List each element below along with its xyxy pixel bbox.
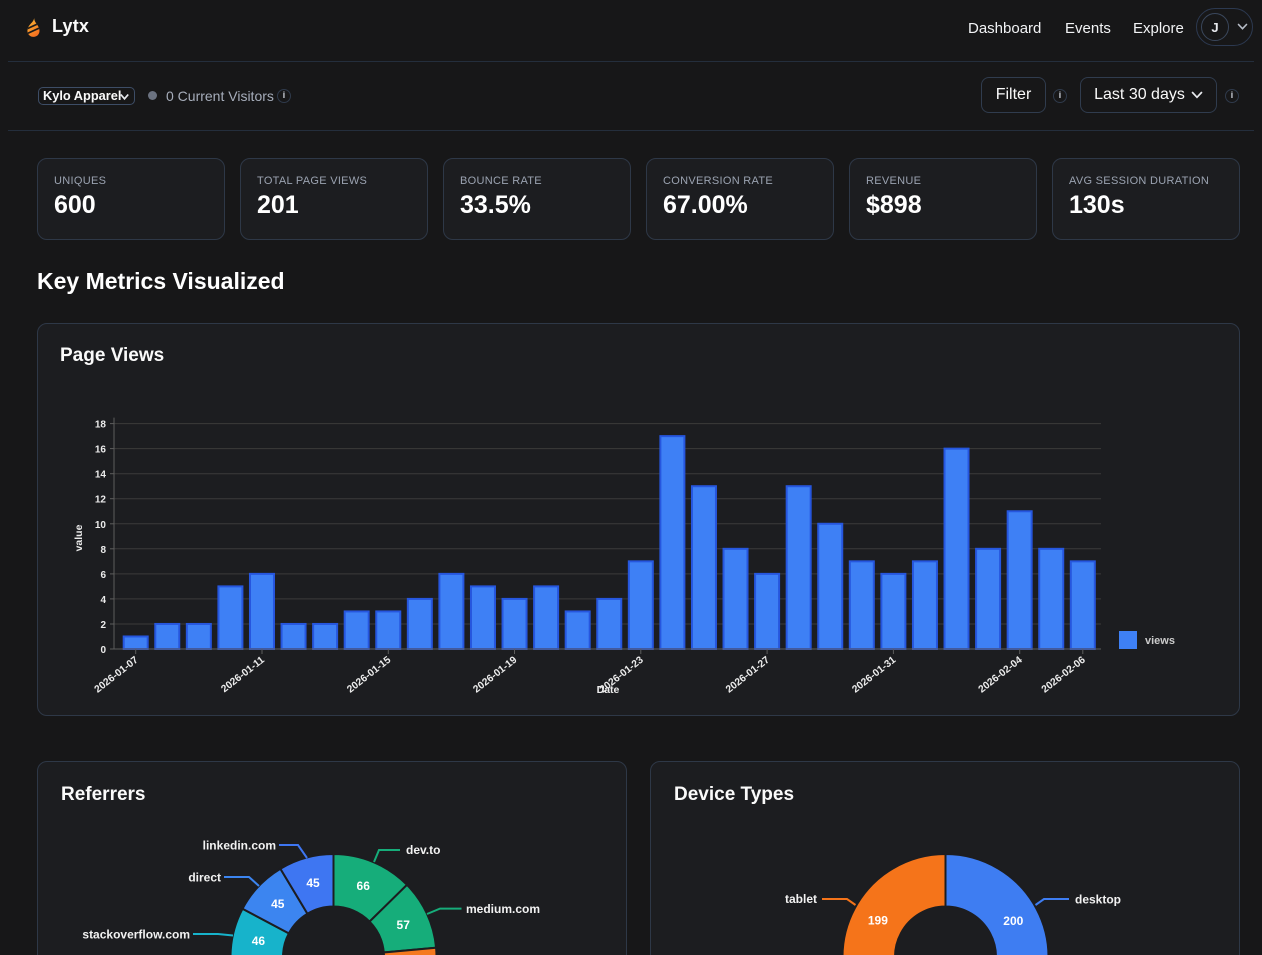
svg-text:Date: Date (597, 684, 620, 696)
svg-text:12: 12 (95, 495, 107, 506)
svg-text:views: views (1145, 635, 1175, 647)
svg-text:45: 45 (271, 897, 285, 911)
svg-text:tablet: tablet (785, 892, 817, 906)
svg-text:14: 14 (95, 470, 107, 481)
svg-text:stackoverflow.com: stackoverflow.com (82, 927, 190, 941)
svg-text:45: 45 (306, 876, 320, 890)
svg-text:2026-01-15: 2026-01-15 (345, 654, 393, 695)
svg-text:0: 0 (100, 645, 106, 656)
svg-text:8: 8 (100, 545, 106, 556)
svg-text:6: 6 (100, 570, 106, 581)
svg-text:4: 4 (100, 595, 106, 606)
svg-text:2026-01-07: 2026-01-07 (93, 654, 141, 695)
svg-text:2026-01-19: 2026-01-19 (471, 654, 519, 695)
svg-text:199: 199 (868, 914, 888, 928)
svg-text:57: 57 (397, 918, 411, 932)
svg-text:2026-02-06: 2026-02-06 (1040, 654, 1088, 695)
svg-text:2026-01-27: 2026-01-27 (724, 654, 772, 695)
svg-text:2026-01-31: 2026-01-31 (850, 654, 898, 695)
svg-text:medium.com: medium.com (466, 902, 540, 916)
svg-text:66: 66 (357, 879, 371, 893)
svg-text:direct: direct (188, 871, 221, 885)
svg-text:desktop: desktop (1075, 893, 1121, 907)
svg-text:dev.to: dev.to (406, 843, 440, 857)
svg-text:2: 2 (100, 620, 106, 631)
svg-text:value: value (73, 524, 85, 551)
svg-text:46: 46 (252, 934, 266, 948)
svg-text:2026-02-04: 2026-02-04 (977, 654, 1025, 695)
svg-text:2026-01-11: 2026-01-11 (219, 654, 267, 695)
svg-text:200: 200 (1003, 914, 1023, 928)
svg-text:16: 16 (95, 445, 107, 456)
svg-text:10: 10 (95, 520, 107, 531)
svg-text:linkedin.com: linkedin.com (203, 839, 276, 853)
svg-text:18: 18 (95, 420, 107, 431)
